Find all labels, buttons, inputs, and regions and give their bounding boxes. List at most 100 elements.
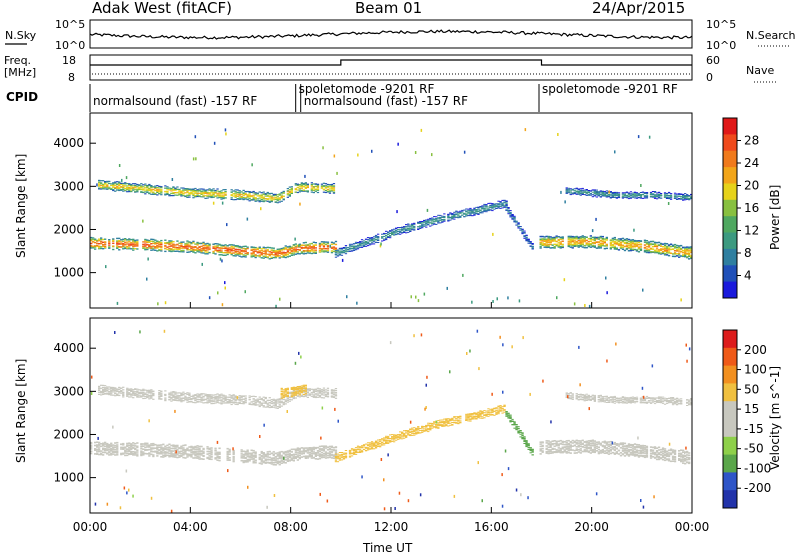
heatmap-cell [273,199,275,200]
heatmap-cell [397,227,399,228]
heatmap-cell [373,236,375,237]
heatmap-cell [271,406,273,407]
heatmap-cell [640,184,642,187]
heatmap-cell [108,181,110,182]
heatmap-cell [425,223,427,224]
heatmap-cell [654,250,656,252]
heatmap-cell [584,240,586,242]
heatmap-cell [285,462,287,464]
heatmap-cell [600,246,602,248]
heatmap-cell [142,184,144,185]
heatmap-cell [291,191,293,192]
heatmap-cell [204,253,206,254]
heatmap-cell [243,195,245,196]
heatmap-cell [138,392,140,393]
heatmap-cell [130,248,132,249]
heatmap-cell [666,194,668,195]
heatmap-cell [322,146,324,149]
heatmap-cell [289,194,291,195]
heatmap-cell [485,204,487,205]
heatmap-cell [249,195,251,196]
heatmap-cell [212,193,214,194]
heatmap-cell [267,453,269,455]
heatmap-cell [287,458,289,460]
heatmap-cell [560,247,562,249]
heatmap-cell [343,458,345,459]
heatmap-cell [684,252,686,254]
heatmap-cell [287,402,289,403]
heatmap-cell [568,191,570,192]
heatmap-cell [299,388,301,389]
heatmap-cell [580,192,582,193]
heatmap-cell [263,247,265,248]
heatmap-cell [134,395,136,396]
heatmap-cell [385,231,387,232]
heatmap-cell [100,443,102,445]
heatmap-cell [550,244,552,246]
heatmap-cell [455,212,457,213]
heatmap-cell [216,401,218,402]
heatmap-cell [323,397,325,398]
heatmap-cell [206,243,208,244]
heatmap-cell [548,237,550,239]
heatmap-cell [257,400,259,401]
heatmap-cell [235,193,237,194]
heatmap-cell [184,396,186,397]
heatmap-cell [126,247,128,248]
heatmap-cell [634,193,636,194]
heatmap-cell [323,457,325,459]
heatmap-cell [656,246,658,248]
heatmap-cell [134,241,136,242]
heatmap-cell [150,189,152,190]
heatmap-cell [222,252,224,253]
heatmap-cell [235,199,237,200]
heatmap-cell [106,185,108,186]
heatmap-cell [261,192,263,193]
heatmap-cell [104,388,106,389]
heatmap-cell [289,450,291,452]
heatmap-cell [271,453,273,455]
heatmap-cell [158,249,160,250]
heatmap-cell [108,445,110,447]
heatmap-cell [335,454,337,455]
heatmap-cell [333,186,335,187]
heatmap-cell [104,385,106,386]
heatmap-cell [132,392,134,393]
heatmap-cell [634,192,636,193]
heatmap-cell [150,450,152,452]
heatmap-cell [594,242,596,244]
heatmap-cell [283,252,285,253]
heatmap-cell [160,194,162,195]
heatmap-cell [515,225,517,226]
heatmap-cell [162,455,164,457]
heatmap-cell [245,197,247,198]
heatmap-cell [622,238,624,240]
heatmap-cell [237,245,239,246]
heatmap-cell [590,238,592,240]
heatmap-cell [279,248,281,249]
heatmap-cell [493,204,495,205]
heatmap-cell [371,242,373,243]
heatmap-cell [239,197,241,198]
heatmap-cell [198,249,200,250]
heatmap-cell [345,251,347,252]
heatmap-cell [114,387,116,388]
heatmap-cell [345,247,347,248]
heatmap-cell [399,231,401,232]
heatmap-cell [355,248,357,249]
heatmap-cell [156,450,158,452]
heatmap-cell [465,209,467,210]
heatmap-cell [622,246,624,248]
heatmap-cell [477,209,479,210]
heatmap-cell [333,449,335,451]
heatmap-cell [190,455,192,457]
heatmap-cell [178,193,180,194]
heatmap-cell [182,195,184,196]
heatmap-cell [96,449,98,451]
heatmap-cell [116,187,118,188]
heatmap-cell [330,245,332,248]
heatmap-cell [461,212,463,213]
heatmap-cell [172,396,174,397]
heatmap-cell [132,453,134,455]
heatmap-cell [263,406,265,407]
